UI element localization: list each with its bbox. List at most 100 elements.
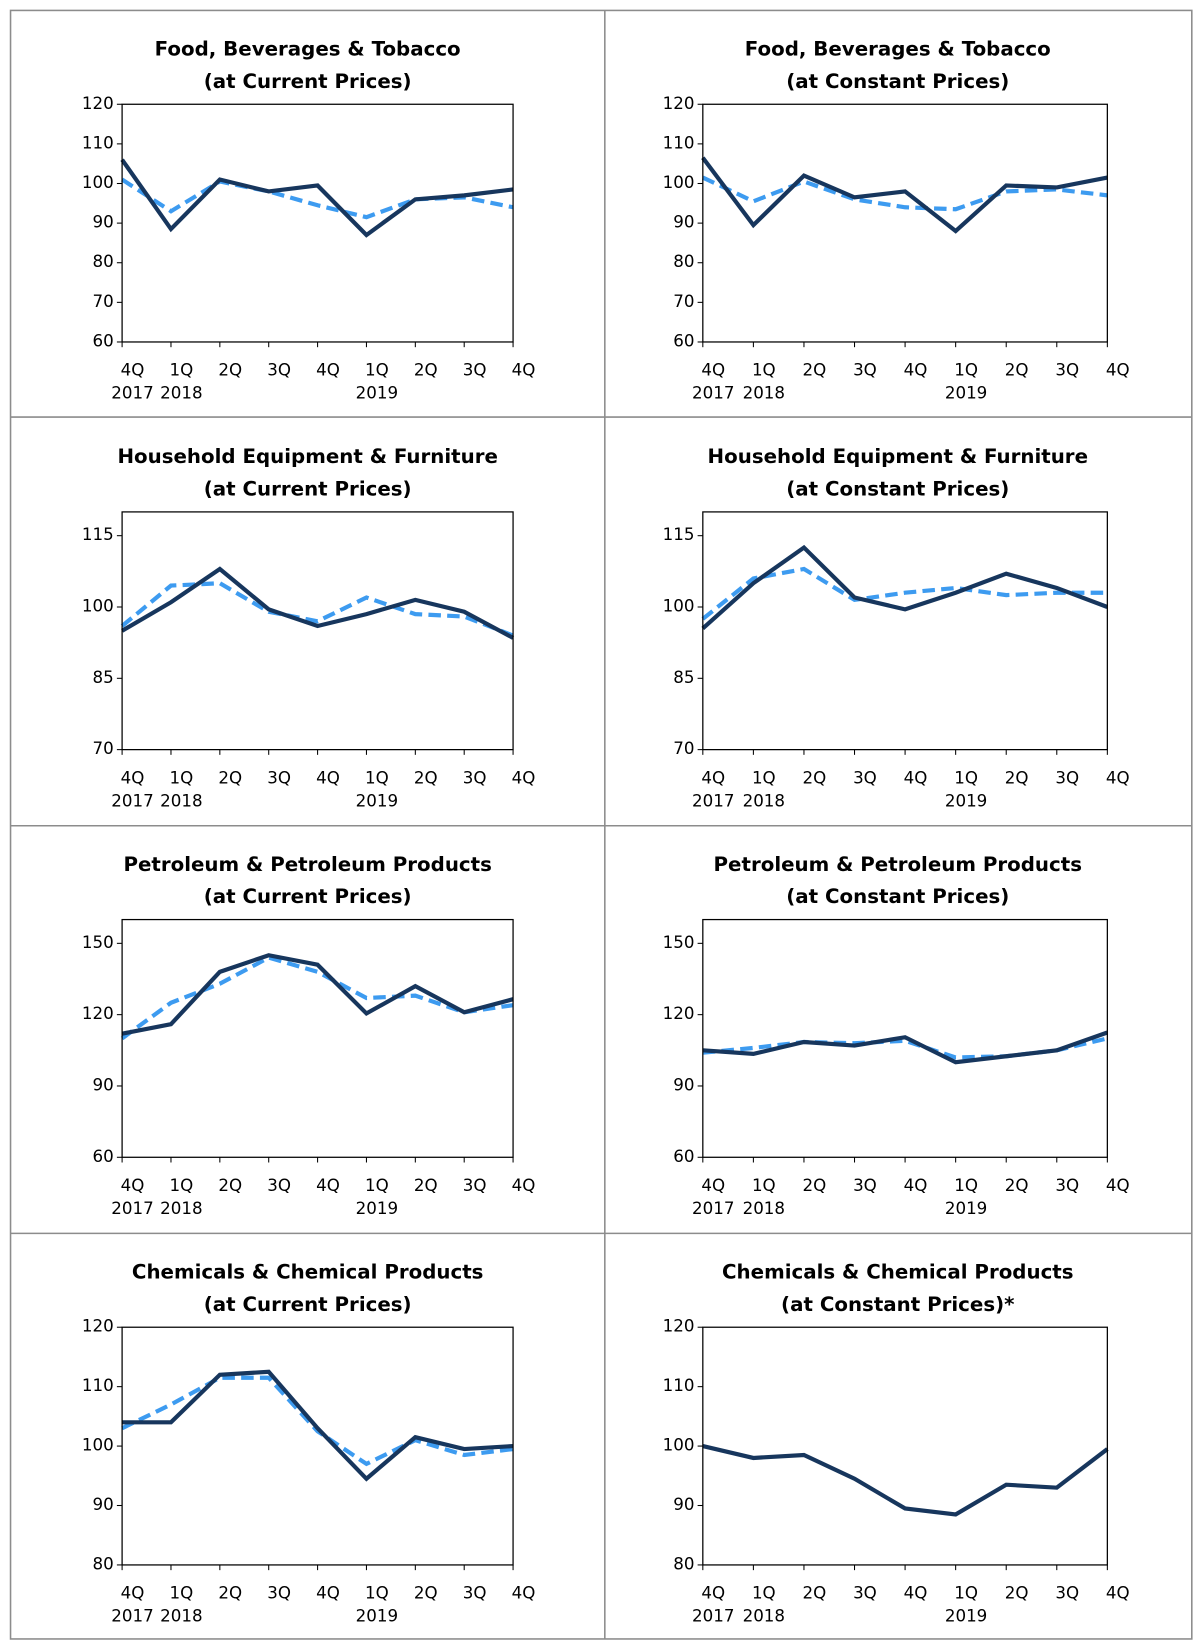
x-tick-label: 4Q [701, 768, 725, 787]
series-line [121, 953, 514, 1036]
y-tick-label: 90 [93, 1495, 114, 1514]
x-tick-label: 1Q [752, 1584, 776, 1603]
y-tick-label: 85 [673, 668, 694, 687]
x-tick-label: 3Q [1055, 768, 1079, 787]
series-line [701, 566, 1108, 621]
x-tick-label: 1Q [954, 768, 978, 787]
chart-subtitle: (at Constant Prices) [786, 70, 1009, 93]
y-tick-label: 110 [82, 133, 114, 152]
y-tick-label: 120 [663, 1004, 695, 1023]
x-tick-label: 3Q [853, 1176, 877, 1195]
x-tick-label: 4Q [121, 1584, 145, 1603]
grid-border [9, 9, 1193, 1640]
x-year-label: 2017 [111, 1199, 153, 1218]
series-line [120, 177, 514, 220]
series-line [120, 581, 514, 638]
x-tick-label: 4Q [904, 361, 928, 380]
y-tick-label: 120 [82, 94, 114, 113]
y-tick-label: 100 [82, 173, 114, 192]
x-year-label: 2019 [945, 1607, 987, 1626]
x-tick-label: 4Q [316, 1584, 340, 1603]
x-tick-label: 2Q [414, 768, 438, 787]
x-tick-label: 4Q [904, 1176, 928, 1195]
series-line [702, 1444, 1109, 1517]
x-year-label: 2017 [692, 791, 734, 810]
series-line [120, 158, 514, 238]
x-tick-label: 4Q [512, 1176, 536, 1195]
y-tick-label: 150 [82, 933, 114, 952]
x-tick-label: 3Q [463, 1176, 487, 1195]
y-tick-label: 60 [93, 1147, 114, 1166]
x-tick-label: 1Q [365, 1584, 389, 1603]
x-tick-label: 3Q [463, 361, 487, 380]
x-tick-label: 1Q [954, 1176, 978, 1195]
x-tick-label: 4Q [904, 1584, 928, 1603]
series-line [701, 175, 1108, 212]
x-year-label: 2017 [111, 791, 153, 810]
x-year-label: 2019 [945, 791, 987, 810]
x-tick-label: 4Q [904, 768, 928, 787]
series-line [702, 1030, 1109, 1065]
x-tick-label: 3Q [1055, 361, 1079, 380]
x-tick-label: 3Q [267, 1176, 291, 1195]
series-line [122, 1369, 514, 1482]
x-tick-label: 2Q [218, 1176, 242, 1195]
x-year-label: 2018 [743, 384, 785, 403]
y-tick-label: 80 [93, 1554, 114, 1573]
chart-title: Petroleum & Petroleum Products [714, 853, 1082, 876]
x-tick-label: 2Q [803, 768, 827, 787]
x-tick-label: 4Q [512, 768, 536, 787]
y-tick-label: 70 [673, 292, 694, 311]
series-line [701, 156, 1108, 234]
x-tick-label: 4Q [121, 361, 145, 380]
chart-subtitle: (at Current Prices) [204, 885, 412, 908]
x-year-label: 2019 [945, 384, 987, 403]
x-tick-label: 3Q [1055, 1584, 1079, 1603]
chart-title: Petroleum & Petroleum Products [123, 853, 491, 876]
y-tick-label: 120 [663, 94, 695, 113]
x-tick-label: 4Q [316, 768, 340, 787]
y-tick-label: 80 [673, 1554, 694, 1573]
x-tick-label: 2Q [218, 768, 242, 787]
x-tick-label: 3Q [463, 1584, 487, 1603]
x-tick-label: 3Q [267, 768, 291, 787]
chart-title: Food, Beverages & Tobacco [155, 38, 461, 61]
x-tick-label: 4Q [701, 1584, 725, 1603]
series-line [701, 544, 1109, 630]
x-tick-label: 4Q [1106, 768, 1130, 787]
x-tick-label: 4Q [701, 1176, 725, 1195]
x-tick-label: 1Q [752, 1176, 776, 1195]
y-tick-label: 90 [93, 213, 114, 232]
x-tick-label: 1Q [954, 361, 978, 380]
x-tick-label: 4Q [512, 361, 536, 380]
x-tick-label: 3Q [267, 1584, 291, 1603]
x-tick-label: 1Q [365, 1176, 389, 1195]
series-line [121, 1375, 514, 1467]
x-tick-label: 3Q [853, 768, 877, 787]
plot-frame [121, 918, 514, 1158]
plot-frame [121, 1326, 514, 1566]
x-year-label: 2019 [356, 384, 398, 403]
x-tick-label: 4Q [1106, 1176, 1130, 1195]
x-tick-label: 3Q [1055, 1176, 1079, 1195]
y-tick-label: 100 [663, 173, 695, 192]
y-tick-label: 100 [663, 596, 695, 615]
chart-subtitle: (at Current Prices) [204, 478, 412, 501]
x-year-label: 2017 [692, 1199, 734, 1218]
y-tick-label: 70 [673, 739, 694, 758]
x-tick-label: 1Q [752, 768, 776, 787]
series-line [121, 566, 515, 640]
x-year-label: 2018 [743, 1607, 785, 1626]
y-tick-label: 100 [82, 596, 114, 615]
plot-frame [702, 918, 1108, 1158]
x-tick-label: 2Q [803, 1584, 827, 1603]
chart-title: Chemicals & Chemical Products [722, 1261, 1074, 1284]
x-tick-label: 3Q [463, 768, 487, 787]
chart-subtitle: (at Constant Prices) [786, 478, 1009, 501]
x-tick-label: 2Q [218, 361, 242, 380]
y-tick-label: 60 [673, 331, 694, 350]
x-tick-label: 2Q [1005, 1584, 1029, 1603]
plot-frame [702, 511, 1108, 751]
x-year-label: 2018 [160, 1607, 202, 1626]
y-tick-label: 70 [93, 739, 114, 758]
